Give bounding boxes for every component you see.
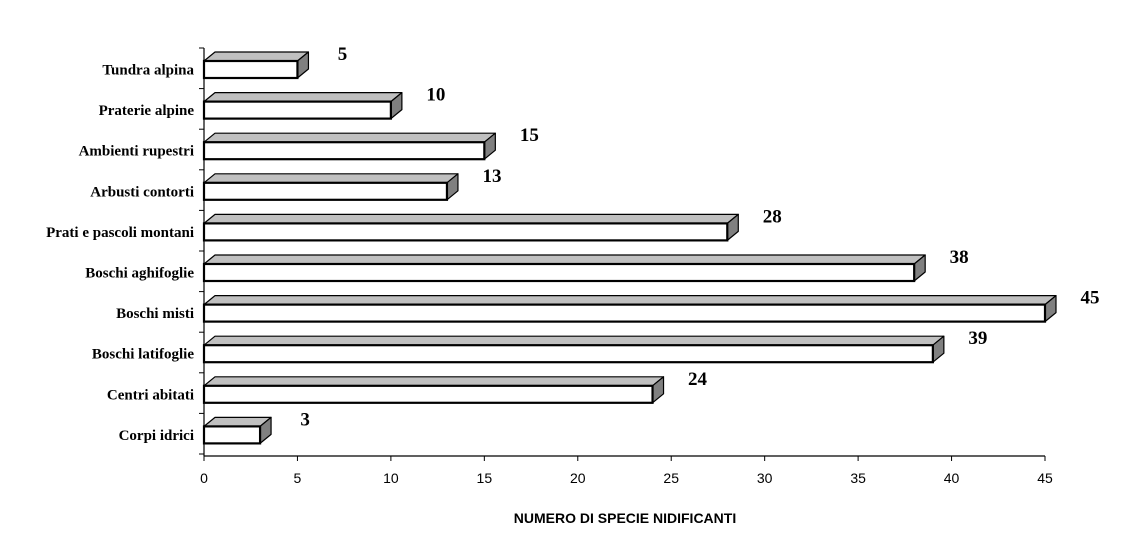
value-label: 13 (482, 166, 501, 187)
x-tick-label: 40 (944, 470, 960, 486)
x-axis-title: NUMERO DI SPECIE NIDIFICANTI (514, 510, 736, 526)
bar-top-face (203, 132, 496, 143)
bar-front-face (202, 181, 449, 201)
value-label: 45 (1081, 288, 1100, 309)
x-tick-label: 15 (477, 470, 493, 486)
bar-front-face (202, 100, 392, 120)
category-labels: Tundra alpina Praterie alpine Ambienti rup… (46, 63, 194, 444)
x-tick-label: 30 (757, 470, 773, 486)
value-label: 5 (338, 44, 348, 65)
x-tick-label: 20 (570, 470, 586, 486)
x-tick-label: 25 (663, 470, 679, 486)
x-tick-label: 5 (294, 470, 302, 486)
bar-top-face (203, 254, 926, 265)
bar-front-face (202, 262, 916, 283)
category-label: Boschi misti (116, 306, 194, 322)
bar-top-face (203, 213, 739, 224)
category-label: Centri abitati (107, 387, 194, 403)
bar (202, 173, 459, 201)
value-label: 24 (688, 369, 708, 390)
bar (202, 51, 310, 80)
category-label: Boschi aghifoglie (85, 266, 194, 282)
value-label: 28 (763, 206, 782, 227)
bar-top-face (203, 335, 945, 346)
x-tick-label: 0 (200, 470, 208, 486)
bar-top-face (203, 295, 1057, 306)
bar (202, 335, 945, 364)
bar-front-face (202, 344, 934, 364)
category-label: Ambienti rupestri (79, 144, 194, 160)
x-tick-label: 35 (850, 470, 866, 486)
bar-top-face (203, 376, 665, 387)
x-tick-label: 45 (1037, 470, 1053, 486)
bar-top-face (203, 51, 310, 62)
bar-top-face (203, 91, 403, 103)
category-label: Prati e pascoli montani (46, 225, 194, 241)
bar (202, 376, 665, 404)
value-labels: 5 10 15 13 28 38 45 39 24 3 (300, 44, 1099, 430)
value-label: 38 (950, 247, 969, 268)
bar (202, 254, 926, 283)
x-axis-ticks: 0 5 10 15 20 25 30 35 40 45 (200, 456, 1053, 486)
bar (202, 91, 403, 120)
bar-front-face (202, 384, 654, 404)
category-label: Praterie alpine (99, 103, 195, 119)
bar-front-face (202, 425, 262, 445)
bar (202, 416, 272, 445)
category-label: Arbusti contorti (90, 184, 194, 200)
category-label: Tundra alpina (102, 63, 194, 79)
bar-top-face (203, 173, 459, 184)
bar-front-face (202, 59, 299, 80)
bar (202, 295, 1057, 323)
bar-front-face (202, 303, 1047, 323)
category-label: Boschi latifoglie (92, 347, 194, 363)
value-label: 39 (968, 328, 987, 349)
bar-front-face (202, 141, 486, 161)
value-label: 3 (300, 409, 310, 430)
category-label: Corpi idrici (119, 428, 194, 444)
bar-front-face (202, 222, 729, 242)
x-tick-label: 10 (383, 470, 399, 486)
bar (202, 132, 496, 161)
bar (202, 213, 739, 242)
chart-bars (202, 51, 1057, 445)
value-label: 10 (426, 85, 445, 106)
value-label: 15 (520, 125, 539, 146)
